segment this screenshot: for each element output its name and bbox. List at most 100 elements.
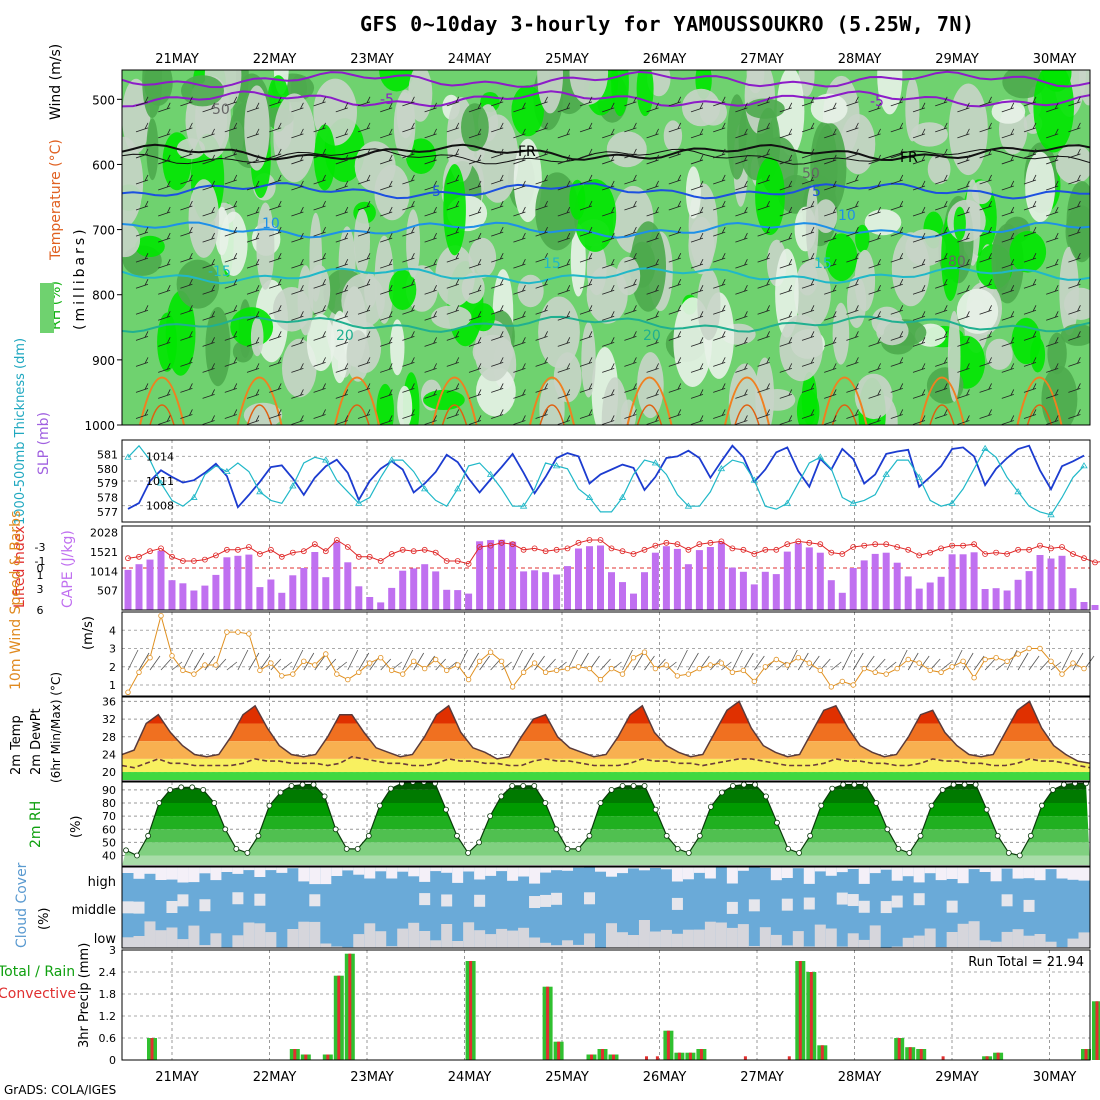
temperature-axis-labels: 2m Temp 2m DewPt (6hr Min/Max) (°C) <box>9 672 63 783</box>
wind-barb <box>557 285 571 295</box>
rh-shading <box>393 92 416 159</box>
rh-axis-labels: 2m RH (%) <box>28 801 84 848</box>
cape-bar <box>245 554 253 610</box>
wind-barb <box>557 311 571 321</box>
wind-barb <box>801 122 815 133</box>
wind-barb <box>824 206 837 217</box>
wind-barb <box>1091 415 1100 424</box>
wind-barb <box>1068 226 1081 237</box>
cape-bar <box>893 562 901 610</box>
lifted-index-point <box>399 546 406 553</box>
date-label-bottom: 30MAY <box>1033 1070 1077 1085</box>
cloud-clear-high <box>353 867 365 875</box>
cape-bar <box>739 571 747 610</box>
wind-barb <box>935 383 948 393</box>
cape-bar <box>421 564 429 610</box>
surface-wind-barb <box>885 661 897 671</box>
wind-barb <box>424 363 437 373</box>
lifted-index-point <box>278 553 285 560</box>
cloud-clear-low <box>496 928 508 948</box>
cloud-clear-low <box>177 939 189 948</box>
cape-bar <box>1069 588 1077 610</box>
surface-wind-barb <box>171 661 183 671</box>
surface-wind-barb <box>797 652 809 671</box>
lifted-index-point <box>125 555 131 562</box>
wind-barb <box>735 363 748 373</box>
cape-bar <box>717 542 725 610</box>
cloud-clear-high <box>144 867 156 874</box>
lifted-index-point <box>388 551 395 557</box>
wind-speed-point <box>400 671 406 677</box>
wind-barb <box>158 154 171 165</box>
cape-bar <box>366 597 374 610</box>
cloud-clear-low <box>397 928 409 948</box>
wind-barb <box>579 122 593 133</box>
cloud-clear-middle <box>540 894 552 907</box>
rh-point <box>244 850 251 856</box>
wind-barb <box>269 148 282 159</box>
wind-speed-point <box>795 655 801 661</box>
wind-barb <box>579 279 593 289</box>
temperature-tick-label: 24 <box>102 748 116 761</box>
cloud-clear-middle <box>891 895 903 908</box>
thickness-line-point <box>223 467 231 475</box>
cloud-clear-low <box>616 932 628 948</box>
wind-barb <box>579 357 593 367</box>
wind-barb <box>1023 357 1037 367</box>
rh-shading <box>755 157 785 236</box>
wind-barb <box>180 174 193 185</box>
rh-shading <box>854 249 876 312</box>
surface-wind-barb <box>743 652 754 671</box>
wind-barb <box>380 102 393 113</box>
wind-barb <box>668 226 682 237</box>
wind-barb <box>446 148 460 159</box>
wind-barb <box>912 180 926 191</box>
rh-point <box>1016 852 1023 859</box>
wind-barb <box>779 363 793 373</box>
surface-wind-barb <box>852 652 864 671</box>
wind-speed-point <box>279 673 285 679</box>
rh-shading <box>1041 365 1078 425</box>
wind-barb <box>424 206 437 217</box>
rh-shading <box>244 85 270 171</box>
wind-barb <box>535 383 548 393</box>
wind-barb <box>202 337 215 347</box>
wind-barb <box>446 331 460 341</box>
wind-barb <box>313 331 326 341</box>
wind-barb <box>801 279 815 289</box>
wind-barb <box>269 409 282 419</box>
cloud-clear-low <box>1012 929 1024 948</box>
thickness-line-point <box>190 493 198 500</box>
surface-wind-barb <box>1072 652 1084 671</box>
cloud-clear-high <box>737 867 749 871</box>
rh-point <box>277 789 284 796</box>
rh-shading <box>877 70 903 115</box>
lifted-index-point <box>1059 544 1065 550</box>
wind-barb <box>668 122 682 133</box>
cloud-clear-low <box>463 922 475 948</box>
temperature-contour-warm <box>539 404 565 425</box>
lifted-index-point <box>1037 542 1043 549</box>
cloud-clear-high <box>474 867 486 880</box>
cloud-clear-high <box>287 867 299 869</box>
cloud-clear-low <box>441 924 453 948</box>
rh-shading <box>927 153 951 185</box>
wind-barb <box>202 363 215 373</box>
wind-barb <box>713 148 726 159</box>
wind-speed-point <box>378 655 384 661</box>
cloud-clear-middle <box>1023 899 1035 912</box>
surface-wind-barb <box>721 661 732 671</box>
rh-shading <box>308 264 331 316</box>
rh-tick-label: 50 <box>102 836 116 849</box>
cloud-clear-high <box>551 867 563 871</box>
upper-air-axis-labels: RH (%)Temperature (°C)Wind (m/s)(milliba… <box>48 44 88 330</box>
wind-barb <box>269 331 282 341</box>
cape-bar <box>256 587 264 610</box>
pressure-tick-label: 800 <box>92 289 115 303</box>
panel-frame-temp <box>121 696 1091 782</box>
cloud-clear-low <box>375 931 387 948</box>
wind-barb <box>291 180 304 191</box>
wind-barb <box>158 363 171 373</box>
temperature-base-band <box>122 772 1090 780</box>
wind-barb <box>135 357 149 367</box>
